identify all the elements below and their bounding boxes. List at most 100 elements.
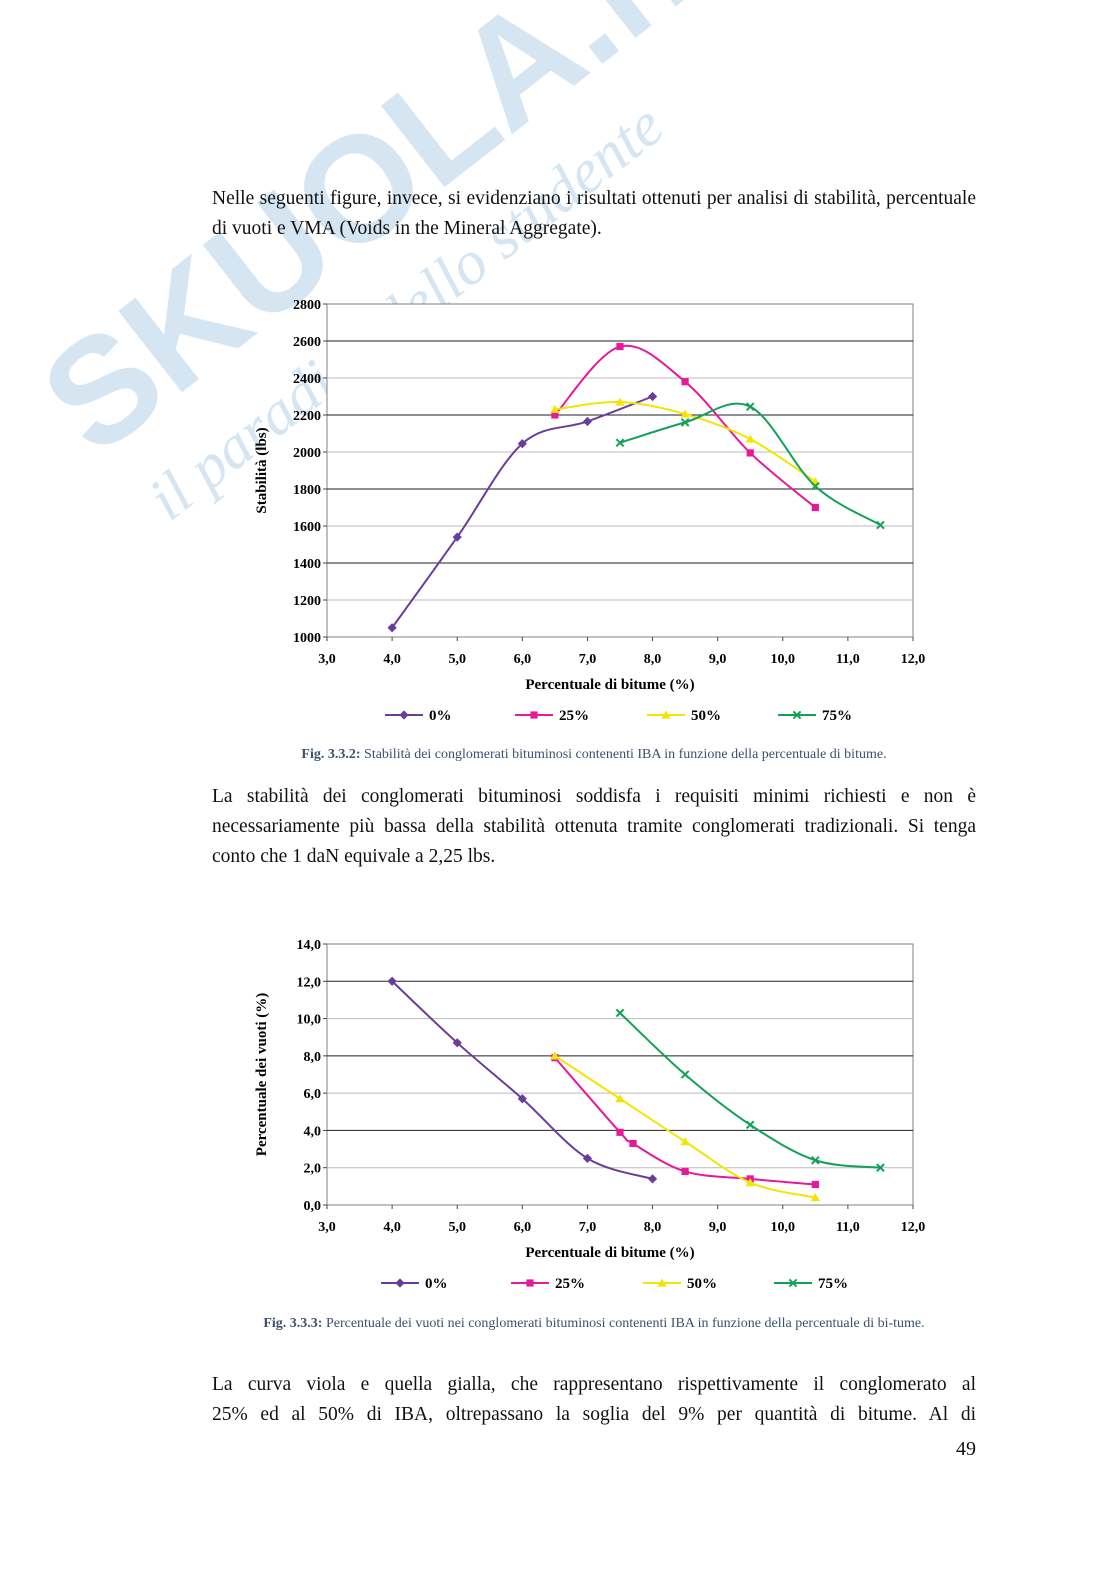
data-point: [647, 1174, 658, 1184]
figure-caption-3-3-3: Fig. 3.3.3: Percentuale dei vuoti nei co…: [215, 1314, 973, 1333]
series-75%: [615, 402, 885, 530]
paragraph-conclusion-line2: 25% ed al 50% di IBA, oltrepassano la so…: [212, 1404, 976, 1425]
data-point: [615, 1008, 625, 1018]
data-point: [551, 411, 559, 419]
data-point: [582, 1153, 593, 1163]
data-point: [526, 1279, 534, 1287]
legend-label: 75%: [822, 708, 852, 724]
x-tick-label: 6,0: [514, 652, 532, 667]
y-tick-label: 10,0: [297, 1013, 322, 1028]
data-point: [680, 1070, 690, 1079]
legend-item: 25%: [515, 708, 589, 724]
data-point: [550, 1051, 560, 1060]
y-axis-label: Percentuale dei vuoti (%): [254, 993, 270, 1156]
y-tick-label: 14,0: [297, 938, 322, 953]
stability-chart-svg: 1000 1200 1400 1600 1800 2000 2200 2400 2600 2800…: [254, 298, 926, 724]
x-tick-label: 12,0: [901, 1220, 926, 1235]
chart-voids: 0,0 2,0 4,0 6,0 8,0 10,0 12,0 14,0 3,0 4,0 5,0 6,0 7…: [230, 930, 950, 1300]
y-tick-label: 2200: [293, 409, 321, 424]
series-75%: [615, 1008, 885, 1173]
page-number: 49: [956, 1438, 976, 1460]
data-point: [745, 1120, 755, 1130]
y-tick-label: 1600: [293, 520, 321, 535]
plot-area: [326, 943, 914, 1206]
series-line: [391, 395, 653, 629]
data-point: [517, 439, 527, 449]
data-point: [530, 711, 538, 719]
chart-stability: 1000 1200 1400 1600 1800 2000 2200 2400 2600 2800…: [230, 290, 950, 730]
y-tick-label: 1800: [293, 483, 321, 498]
data-point: [811, 481, 820, 491]
y-tick-label: 1000: [293, 631, 321, 646]
data-point: [810, 1192, 820, 1202]
legend-label: 0%: [429, 708, 452, 724]
paragraph-stability: La stabilità dei conglomerati bituminosi…: [212, 786, 976, 867]
y-axis-label: Stabilità (lbs): [254, 427, 270, 513]
x-tick-label: 5,0: [448, 1220, 466, 1235]
data-point: [876, 1163, 885, 1173]
y-tick-label: 1400: [293, 557, 321, 572]
x-tick-label: 3,0: [318, 1220, 336, 1235]
x-tick-label: 11,0: [836, 652, 860, 667]
x-tick-label: 4,0: [383, 652, 401, 667]
legend-item: 75%: [774, 1276, 848, 1292]
data-point: [811, 1180, 819, 1189]
y-tick-label: 2400: [293, 372, 321, 387]
voids-chart-svg: 0,0 2,0 4,0 6,0 8,0 10,0 12,0 14,0 3,0 4,0 5,0 6,0 7…: [254, 938, 926, 1292]
caption-text: Stabilità dei conglomerati bituminosi co…: [364, 747, 887, 762]
x-tick-label: 11,0: [836, 1220, 860, 1235]
y-tick-label: 2000: [293, 446, 321, 461]
data-point: [399, 710, 409, 720]
x-tick-label: 12,0: [901, 652, 926, 667]
x-tick-label: 3,0: [318, 652, 336, 667]
x-tick-label: 7,0: [579, 1220, 597, 1235]
data-point: [746, 449, 754, 457]
data-point: [811, 503, 819, 512]
series-50%: [550, 1051, 820, 1202]
data-point: [550, 404, 560, 414]
x-tick-label: 7,0: [579, 652, 597, 667]
y-tick-label: 0,0: [304, 1199, 322, 1214]
plot-area: [326, 303, 914, 638]
y-tick-label: 2,0: [304, 1162, 322, 1177]
y-tick-label: 6,0: [304, 1087, 322, 1102]
x-tick-label: 9,0: [709, 1220, 727, 1235]
data-point: [517, 1094, 527, 1104]
legend-item: 25%: [511, 1276, 585, 1292]
series-25%: [551, 342, 819, 512]
data-point: [811, 1155, 820, 1165]
data-point: [615, 1094, 625, 1103]
legend-item: 0%: [381, 1276, 448, 1292]
legend-item: 50%: [647, 708, 721, 724]
legend-label: 75%: [818, 1276, 848, 1292]
data-point: [680, 418, 690, 427]
legend-item: 0%: [385, 708, 452, 724]
data-point: [629, 1139, 637, 1148]
legend-label: 25%: [559, 708, 589, 724]
x-axis-label: Percentuale di bitume (%): [525, 1245, 694, 1261]
legend-item: 75%: [778, 708, 852, 724]
paragraph-intro: Nelle seguenti figure, invece, si eviden…: [212, 188, 976, 239]
data-point: [745, 402, 755, 411]
data-point: [661, 710, 671, 719]
caption-label: Fig. 3.3.3:: [263, 1316, 323, 1331]
caption-label: Fig. 3.3.2:: [301, 747, 361, 762]
y-tick-label: 12,0: [297, 975, 322, 990]
data-point: [745, 1178, 755, 1187]
y-tick-label: 2600: [293, 335, 321, 350]
data-point: [876, 520, 885, 530]
x-tick-label: 8,0: [644, 1220, 662, 1235]
x-tick-label: 6,0: [514, 1220, 532, 1235]
legend-label: 50%: [687, 1276, 717, 1292]
x-tick-label: 10,0: [771, 1220, 796, 1235]
figure-caption-3-3-2: Fig. 3.3.2: Stabilità dei conglomerati b…: [212, 745, 976, 764]
legend-label: 0%: [425, 1276, 448, 1292]
data-point: [680, 409, 690, 418]
x-tick-label: 10,0: [771, 652, 796, 667]
data-point: [657, 1278, 667, 1287]
x-tick-label: 9,0: [709, 652, 727, 667]
y-tick-label: 2800: [293, 298, 321, 313]
caption-text: Percentuale dei vuoti nei conglomerati b…: [325, 1316, 925, 1331]
data-point: [788, 1278, 798, 1288]
x-axis-label: Percentuale di bitume (%): [525, 677, 694, 693]
